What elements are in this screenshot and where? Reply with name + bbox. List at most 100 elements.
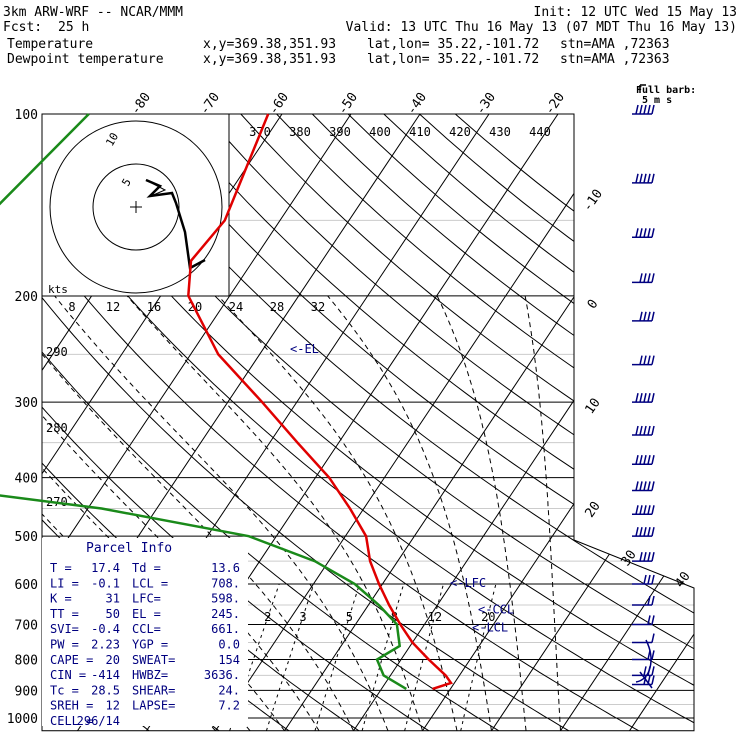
wind-barb-flag [639, 173, 643, 183]
theta-label: 390 [329, 125, 351, 139]
wind-barb-flag [639, 393, 643, 403]
wind-barb-flag [635, 455, 639, 465]
moist-adiabat [54, 295, 389, 731]
parcel-info-title: Parcel Info [86, 541, 172, 556]
wind-barb-flag [635, 104, 639, 115]
wind-barb [632, 595, 655, 606]
wind-barb-flag [651, 650, 655, 660]
hodograph-ring [49, 120, 223, 294]
moist-adiabat [217, 295, 458, 731]
parcel-row-key2: LFC= [132, 592, 161, 606]
parcel-row-value: 50 [106, 607, 120, 621]
parcel-row-value: 17.4 [91, 561, 120, 575]
wind-barb-flag [651, 311, 655, 321]
isotherm-label: 30 [618, 548, 639, 569]
wind-barb-flag [643, 393, 647, 403]
parcel-row-value2: 661. [211, 622, 240, 636]
wind-barb-flag [651, 552, 655, 562]
wind-barb-flag [647, 228, 651, 238]
mixing-ratio-line [265, 583, 315, 731]
storm-motion-mark [145, 179, 167, 197]
isotherm-label: 20 [582, 499, 603, 520]
legend-temperature-name: Temperature [7, 37, 93, 52]
wind-barb-flag [643, 574, 647, 585]
fcst-label: Fcst: [3, 20, 42, 35]
parcel-row-value2: 154 [218, 653, 240, 667]
parcel-row-key: PW = [50, 638, 79, 652]
wind-barb-flag [635, 228, 639, 238]
wind-barb-flag [635, 425, 639, 436]
wind-barb [632, 311, 655, 322]
pressure-tick-label: 900 [15, 684, 38, 699]
dry-adiabat [347, 114, 694, 731]
wind-barb-flag [635, 527, 639, 537]
parcel-row-value2: 708. [211, 576, 240, 590]
mixing-ratio-label: 20 [481, 610, 495, 624]
isotherm [42, 114, 352, 731]
parcel-row-key: K = [50, 592, 72, 606]
wind-barb [632, 393, 655, 403]
isotherm [284, 114, 694, 731]
wind-barb-flag [647, 355, 651, 365]
mixing-ratio-line [314, 583, 360, 731]
wind-barb-flag [651, 173, 655, 183]
wind-barb-flag [647, 552, 651, 562]
wind-barb [632, 527, 655, 537]
legend-dewpoint-latlon: lat,lon= 35.22,-101.72 [367, 52, 539, 67]
isotherm [0, 114, 6, 731]
dry-adiabat [42, 114, 694, 731]
wind-barb-flag [651, 273, 655, 283]
moist-adiabat [327, 295, 492, 731]
wind-barb-flag [647, 455, 651, 465]
wind-barb-flag [647, 173, 651, 183]
theta-label-left: 280 [46, 421, 68, 435]
wind-barb-flag [639, 228, 643, 238]
parcel-row-value2: 245. [211, 607, 240, 621]
dry-adiabat [169, 114, 694, 731]
plot-border [41, 113, 695, 732]
mixing-ratio-line [404, 583, 444, 731]
wind-barb [632, 615, 655, 626]
wind-barb [632, 505, 655, 516]
hodograph-speed-label: 16 [147, 300, 161, 314]
wind-barb [632, 173, 655, 184]
parcel-row-value2: 3636. [204, 668, 240, 682]
parcel-row-value2: 598. [211, 592, 240, 606]
isotherm-label: 10 [582, 396, 603, 417]
parcel-row-key: LI = [50, 576, 79, 590]
wind-barb [632, 228, 655, 239]
isotherm [491, 114, 694, 731]
parcel-row-key2: LAPSE= [132, 699, 175, 713]
mixing-ratio-label: 5 [346, 610, 353, 624]
wind-barb-flag [651, 615, 655, 625]
parcel-row-key: TT = [50, 607, 79, 621]
wind-barb-flag [647, 615, 651, 625]
wind-barb [632, 355, 655, 366]
moist-adiabat [436, 295, 527, 731]
wind-barb-flag [647, 527, 651, 537]
init-time: Init: 12 UTC Wed 15 May 13 [534, 5, 738, 20]
dry-adiabat [42, 114, 640, 731]
mixing-ratio-label: 8 [391, 610, 398, 624]
wind-barb-flag [651, 104, 655, 115]
wind-barb-flag [635, 505, 639, 515]
parcel-row-value: 2.23 [91, 638, 120, 652]
fcst-value: 25 h [58, 20, 89, 35]
moist-adiabat [42, 295, 354, 731]
wind-barb-flag [647, 574, 651, 585]
wind-barb-flag [647, 425, 651, 436]
wind-barb-flag [643, 455, 647, 465]
hodograph-ring-label: 10 [103, 131, 121, 149]
parcel-info-rows: T = 17.4 Td = 13.6 LI = -0.1 LCL = 708. K = 31 LFC… [50, 561, 240, 728]
wind-barb-flag [647, 481, 651, 491]
parcel-row-value2: 24. [218, 683, 240, 697]
parcel-row-key: CELL = [50, 714, 93, 728]
level-marker-label: <-CCL [478, 602, 514, 616]
pressure-tick-label: 400 [15, 472, 38, 487]
dewpoint-trace [0, 113, 407, 690]
dry-adiabat [240, 114, 694, 731]
isotherm [629, 114, 694, 731]
wind-barb-flag [639, 355, 643, 365]
